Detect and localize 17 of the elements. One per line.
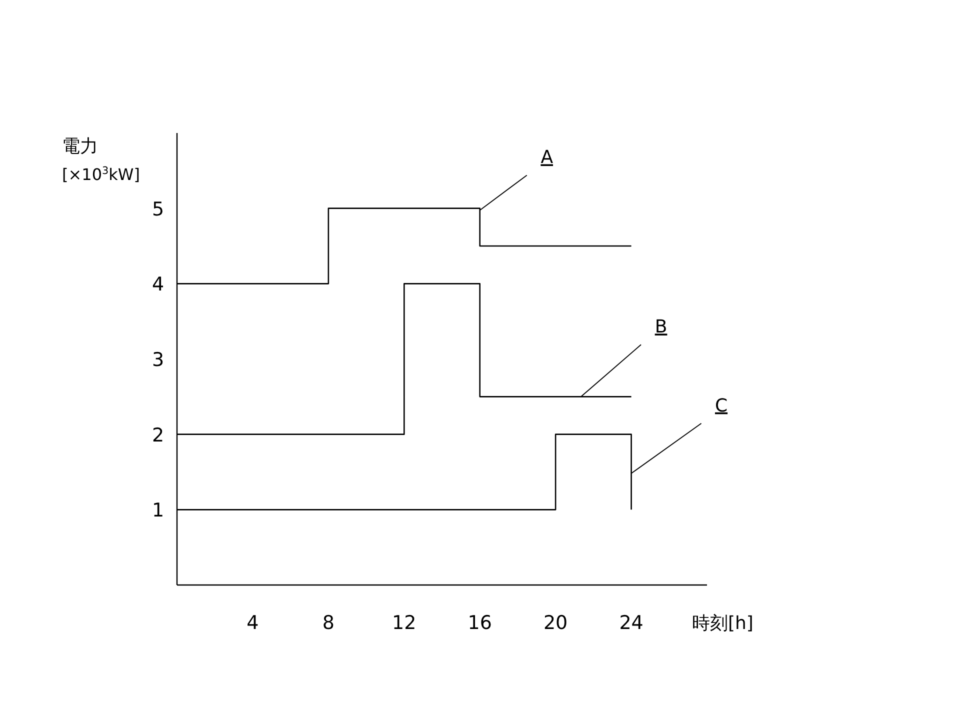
y2-axis-title: [×10$^{3}$kW] [62,165,140,184]
x-tick-label: 12 [392,612,416,634]
y-tick-label: 4 [152,274,164,296]
x-tick-label: 16 [468,612,492,634]
x-tick-label: 24 [619,612,644,634]
y-tick-label: 2 [152,424,164,446]
x-tick-label: 4 [246,612,259,634]
y-axis-title: 電力 [62,136,98,157]
text: A [540,147,554,168]
x-axis-title: 時刻[h] [692,613,754,634]
y-tick-label: 1 [152,500,164,522]
y-tick-label: 3 [152,349,164,371]
y-tick-label: 5 [152,198,164,220]
text: B [654,316,668,338]
text: C [714,395,728,416]
x-tick-label: 8 [322,612,334,634]
x-tick-label: 20 [543,612,568,634]
